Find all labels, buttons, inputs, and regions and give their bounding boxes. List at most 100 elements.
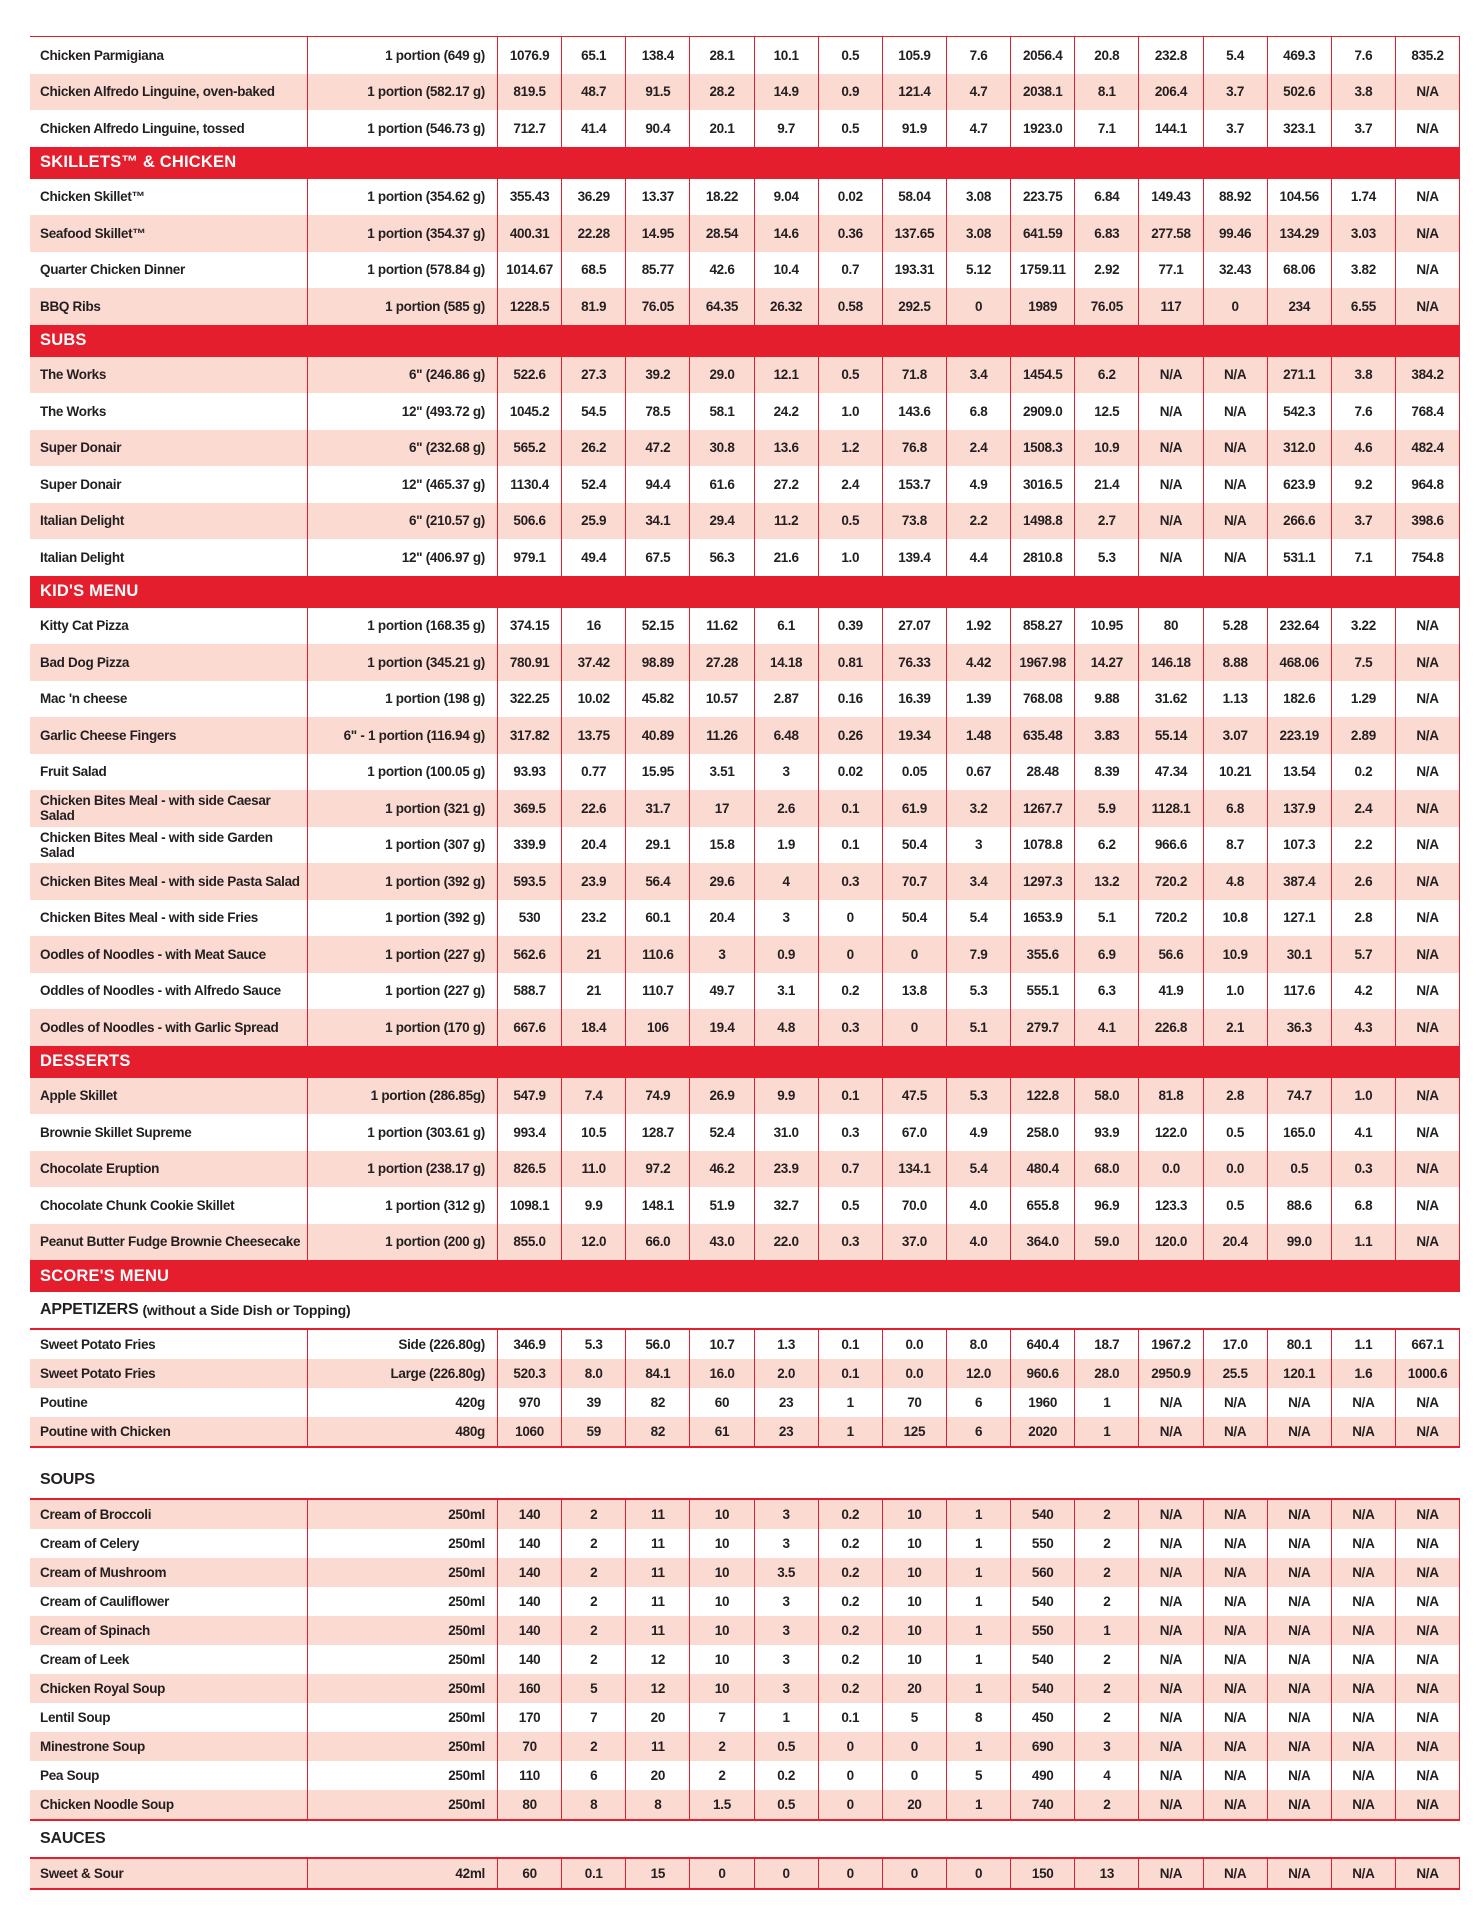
table-row: Brownie Skillet Supreme 1 portion (303.61… [30, 1114, 1461, 1151]
portion-cell: 1 portion (227 g) [307, 936, 497, 973]
value-cell: 20.8 [1074, 37, 1138, 74]
value-cell: 61 [689, 1417, 753, 1446]
value-cell: 1014.67 [497, 251, 561, 288]
table-row: Chicken Skillet™ 1 portion (354.62 g) 355.… [30, 178, 1461, 215]
value-cell: 146.18 [1138, 644, 1202, 681]
value-cell: 1128.1 [1138, 790, 1202, 827]
value-cell: 13.6 [753, 429, 818, 466]
value-cell: 0.7 [817, 1150, 882, 1187]
value-cell: 0.3 [817, 1223, 882, 1260]
value-cell: 0.67 [945, 753, 1010, 790]
value-cell: 3.82 [1330, 251, 1395, 288]
value-cell: N/A [1394, 936, 1461, 973]
value-cell: 4.8 [1202, 863, 1267, 900]
value-cell: 10.02 [561, 680, 625, 717]
value-cell: 0.36 [817, 215, 882, 252]
value-cell: 0.9 [753, 936, 818, 973]
portion-cell: 1 portion (585 g) [307, 288, 497, 325]
portion-cell: 1 portion (307 g) [307, 826, 497, 863]
item-name-cell: Bad Dog Pizza [40, 654, 130, 670]
value-cell: 4.1 [1330, 1114, 1395, 1151]
value-cell: N/A [1266, 1558, 1331, 1587]
value-cell: 5.12 [945, 251, 1010, 288]
value-cell: 27.2 [753, 466, 818, 503]
value-cell: 2810.8 [1010, 539, 1074, 576]
value-cell: N/A [1394, 288, 1461, 325]
value-cell: 1960 [1010, 1388, 1074, 1417]
value-cell: 0.02 [817, 178, 882, 215]
value-cell: N/A [1266, 1703, 1331, 1732]
table-section: Chicken Skillet™ 1 portion (354.62 g) 355.… [30, 178, 1461, 325]
value-cell: 0 [881, 1009, 946, 1046]
portion-cell: 12" (465.37 g) [307, 466, 497, 503]
red-section-bar: SUBS [30, 324, 1460, 357]
value-cell: 0.3 [817, 1009, 882, 1046]
value-cell: 6 [945, 1417, 1010, 1446]
value-cell: 0.1 [817, 1703, 882, 1732]
value-cell: N/A [1330, 1616, 1395, 1645]
value-cell: N/A [1330, 1703, 1395, 1732]
portion-cell: 1 portion (321 g) [307, 790, 497, 827]
value-cell: 41.4 [561, 110, 625, 147]
value-cell: 768.08 [1010, 680, 1074, 717]
value-cell: N/A [1394, 1859, 1461, 1888]
value-cell: 7.6 [1330, 37, 1395, 74]
value-cell: 20.4 [1202, 1223, 1267, 1260]
value-cell: N/A [1394, 717, 1461, 754]
value-cell: 138.4 [625, 37, 689, 74]
value-cell: 1.2 [817, 429, 882, 466]
value-cell: 34.1 [625, 502, 689, 539]
value-cell: N/A [1138, 1529, 1202, 1558]
value-cell: 1 [945, 1558, 1010, 1587]
value-cell: N/A [1202, 429, 1267, 466]
value-cell: 588.7 [497, 972, 561, 1009]
item-name-cell: Oodles of Noodles - with Garlic Spread [40, 1019, 279, 1035]
value-cell: 140 [497, 1500, 561, 1529]
value-cell: 39.2 [625, 356, 689, 393]
value-cell: 6.3 [1074, 972, 1138, 1009]
value-cell: 36.29 [561, 178, 625, 215]
value-cell: 10 [689, 1587, 753, 1616]
value-cell: N/A [1394, 753, 1461, 790]
value-cell: 780.91 [497, 644, 561, 681]
table-row: Italian Delight 6" (210.57 g) 506.6 25.9 34.… [30, 502, 1461, 539]
value-cell: 11.2 [753, 502, 818, 539]
value-cell: N/A [1202, 1761, 1267, 1790]
value-cell: 8.1 [1074, 73, 1138, 110]
item-name-cell: Chicken Bites Meal - with side Pasta Sal… [40, 873, 300, 889]
value-cell: 94.4 [625, 466, 689, 503]
value-cell: 0.58 [817, 288, 882, 325]
value-cell: 1 [945, 1674, 1010, 1703]
value-cell: 502.6 [1266, 73, 1331, 110]
value-cell: N/A [1330, 1674, 1395, 1703]
value-cell: 122.8 [1010, 1077, 1074, 1114]
value-cell: 25.9 [561, 502, 625, 539]
value-cell: 993.4 [497, 1114, 561, 1151]
value-cell: 10 [689, 1529, 753, 1558]
value-cell: 140 [497, 1645, 561, 1674]
value-cell: 56.3 [689, 539, 753, 576]
item-name-cell: Chicken Noodle Soup [40, 1797, 174, 1812]
portion-cell: 250ml [307, 1616, 497, 1645]
table-row: Cream of Broccoli 250ml 140 2 11 10 3 0.2 10 1 540… [30, 1500, 1461, 1529]
value-cell: 0.77 [561, 753, 625, 790]
value-cell: 76.05 [1074, 288, 1138, 325]
value-cell: 117.6 [1266, 972, 1331, 1009]
item-name-cell: Chocolate Eruption [40, 1161, 160, 1177]
value-cell: 480.4 [1010, 1150, 1074, 1187]
value-cell: 3.08 [945, 178, 1010, 215]
value-cell: 8.88 [1202, 644, 1267, 681]
value-cell: 0.3 [817, 1114, 882, 1151]
table-row: Bad Dog Pizza 1 portion (345.21 g) 780.91 3… [30, 644, 1461, 681]
value-cell: 547.9 [497, 1077, 561, 1114]
value-cell: 16.39 [881, 680, 946, 717]
table-row: Chicken Parmigiana 1 portion (649 g) 1076.… [30, 37, 1461, 74]
value-cell: N/A [1138, 1388, 1202, 1417]
value-cell: N/A [1202, 1417, 1267, 1446]
value-cell: 234 [1266, 288, 1331, 325]
value-cell: 3.7 [1202, 110, 1267, 147]
value-cell: N/A [1394, 1187, 1461, 1224]
value-cell: N/A [1330, 1790, 1395, 1819]
value-cell: 18.4 [561, 1009, 625, 1046]
value-cell: 66.0 [625, 1223, 689, 1260]
